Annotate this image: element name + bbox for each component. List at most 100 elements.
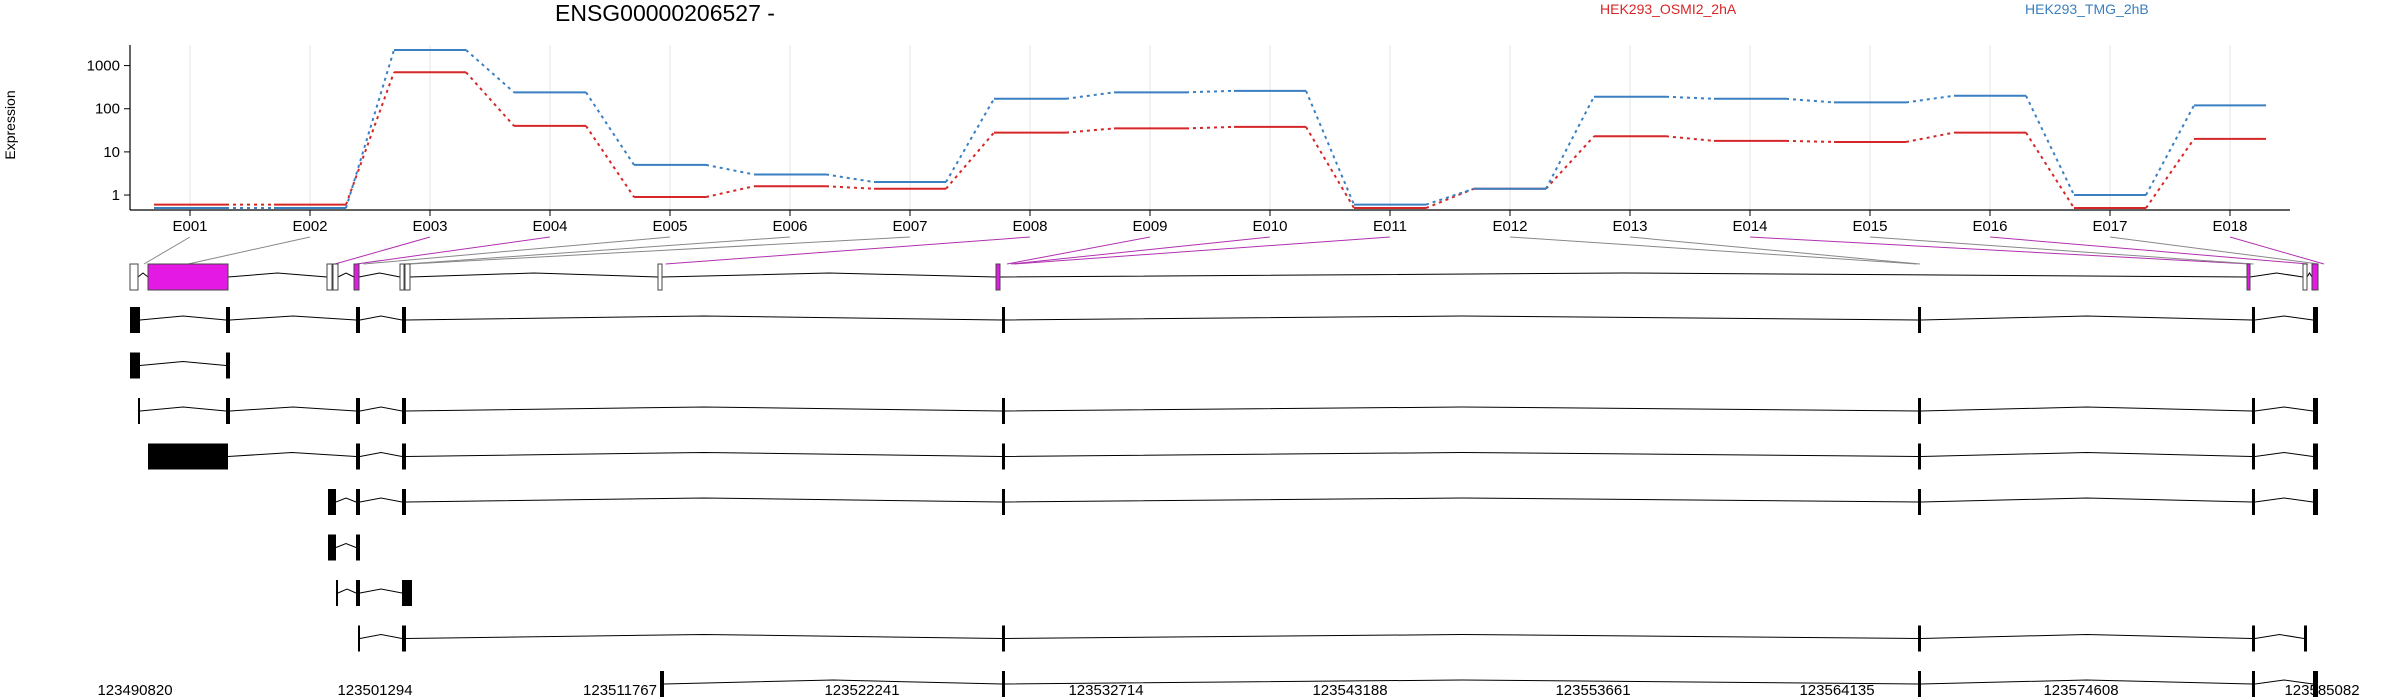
series-connector bbox=[1065, 127, 1115, 134]
intron-line bbox=[409, 272, 659, 278]
transcript-exon bbox=[402, 580, 412, 606]
intron-line bbox=[1920, 497, 2253, 503]
x-tick-label: E003 bbox=[412, 218, 447, 235]
x-tick-label: E013 bbox=[1612, 218, 1647, 235]
transcript-exon bbox=[402, 443, 406, 470]
transcript-exon bbox=[1002, 307, 1005, 333]
transcript-exon bbox=[358, 625, 360, 652]
intron-line bbox=[359, 588, 403, 594]
series-connector bbox=[2145, 138, 2195, 209]
intron-line bbox=[1004, 315, 1919, 321]
meta-exon bbox=[129, 263, 139, 291]
transcript-exon bbox=[356, 489, 360, 515]
intron-line bbox=[337, 272, 355, 278]
series-connector bbox=[1785, 97, 1835, 104]
meta-exon bbox=[404, 263, 411, 291]
intron-line bbox=[2254, 633, 2305, 639]
intron-line bbox=[2254, 406, 2314, 412]
x-tick-label: E012 bbox=[1492, 218, 1527, 235]
intron-line bbox=[337, 588, 357, 594]
series-connector bbox=[2025, 132, 2075, 209]
exon-connector bbox=[1509, 236, 1918, 265]
intron-line bbox=[1004, 633, 1919, 639]
transcript-exon bbox=[2252, 489, 2255, 515]
transcript-exon bbox=[1002, 671, 1005, 697]
transcript-exon bbox=[402, 307, 406, 333]
transcript-exon bbox=[2313, 671, 2318, 697]
genomic-tick-label: 123543188 bbox=[1312, 682, 1387, 699]
meta-exon bbox=[353, 263, 360, 291]
series-connector bbox=[1425, 187, 1475, 209]
transcript-exon bbox=[1918, 625, 1921, 652]
transcript-exon bbox=[1918, 307, 1921, 333]
transcript-exon bbox=[2252, 307, 2255, 333]
transcript-exon bbox=[660, 671, 664, 697]
transcript-exon bbox=[2313, 307, 2318, 333]
series-connector bbox=[825, 185, 875, 190]
meta-exon bbox=[2311, 263, 2319, 291]
series-connector bbox=[945, 131, 995, 190]
intron-line bbox=[359, 315, 403, 321]
legend-entry-tmg: HEK293_TMG_2hB bbox=[2025, 1, 2149, 17]
intron-line bbox=[405, 451, 1003, 457]
exon-connector bbox=[1989, 236, 2309, 265]
series-connector bbox=[1785, 139, 1835, 143]
transcript-exon bbox=[336, 580, 338, 606]
intron-line bbox=[229, 406, 357, 412]
exon-connector bbox=[334, 236, 431, 265]
intron-line bbox=[139, 315, 227, 321]
exon-connector bbox=[1629, 236, 1921, 265]
meta-exon bbox=[2246, 263, 2251, 291]
intron-line bbox=[359, 451, 403, 457]
exon-connector bbox=[356, 236, 551, 265]
transcript-exon bbox=[1918, 489, 1921, 515]
intron-line bbox=[359, 497, 403, 503]
legend-entry-osmi2: HEK293_OSMI2_2hA bbox=[1600, 1, 1737, 17]
x-tick-label: E005 bbox=[652, 218, 687, 235]
intron-line bbox=[359, 406, 403, 412]
series-connector bbox=[1185, 125, 1235, 130]
intron-line bbox=[1004, 406, 1919, 412]
transcript-exon bbox=[2313, 489, 2318, 515]
intron-line bbox=[2306, 272, 2313, 278]
series-connector bbox=[1305, 90, 1355, 205]
exon-connector bbox=[409, 236, 911, 265]
transcript-exon bbox=[226, 352, 230, 379]
transcript-exon bbox=[226, 307, 230, 333]
intron-line bbox=[1920, 679, 2253, 685]
intron-line bbox=[227, 272, 328, 278]
series-connector bbox=[705, 163, 755, 176]
transcript-exon bbox=[1002, 398, 1005, 424]
series-connector bbox=[1545, 96, 1595, 190]
exon-connector bbox=[1006, 236, 1151, 265]
x-tick-label: E007 bbox=[892, 218, 927, 235]
genomic-tick-label: 123553661 bbox=[1555, 682, 1630, 699]
transcript-exon bbox=[226, 398, 230, 424]
genomic-tick-label: 123574608 bbox=[2043, 682, 2118, 699]
x-tick-label: E014 bbox=[1732, 218, 1767, 235]
genomic-tick-label: 123511767 bbox=[583, 682, 657, 699]
intron-line bbox=[2254, 315, 2314, 321]
meta-exon bbox=[995, 263, 1001, 291]
series-connector bbox=[1065, 91, 1115, 100]
series-connector bbox=[1665, 135, 1715, 142]
intron-line bbox=[405, 497, 1003, 503]
intron-line bbox=[139, 360, 227, 366]
x-tick-label: E016 bbox=[1972, 218, 2007, 235]
series-connector bbox=[945, 98, 995, 183]
series-connector bbox=[1905, 131, 1955, 143]
transcript-exon bbox=[2313, 398, 2318, 424]
exon-connector bbox=[2109, 236, 2319, 265]
meta-exon bbox=[399, 263, 405, 291]
intron-line bbox=[335, 497, 357, 503]
transcript-exon bbox=[1002, 489, 1005, 515]
transcript-exon bbox=[356, 443, 360, 470]
intron-line bbox=[405, 315, 1003, 321]
transcript-exon bbox=[2304, 625, 2307, 652]
transcript-exon bbox=[1918, 398, 1921, 424]
intron-line bbox=[1920, 406, 2253, 412]
intron-line bbox=[1920, 633, 2253, 639]
series-connector bbox=[1425, 187, 1475, 206]
intron-line bbox=[1920, 315, 2253, 321]
